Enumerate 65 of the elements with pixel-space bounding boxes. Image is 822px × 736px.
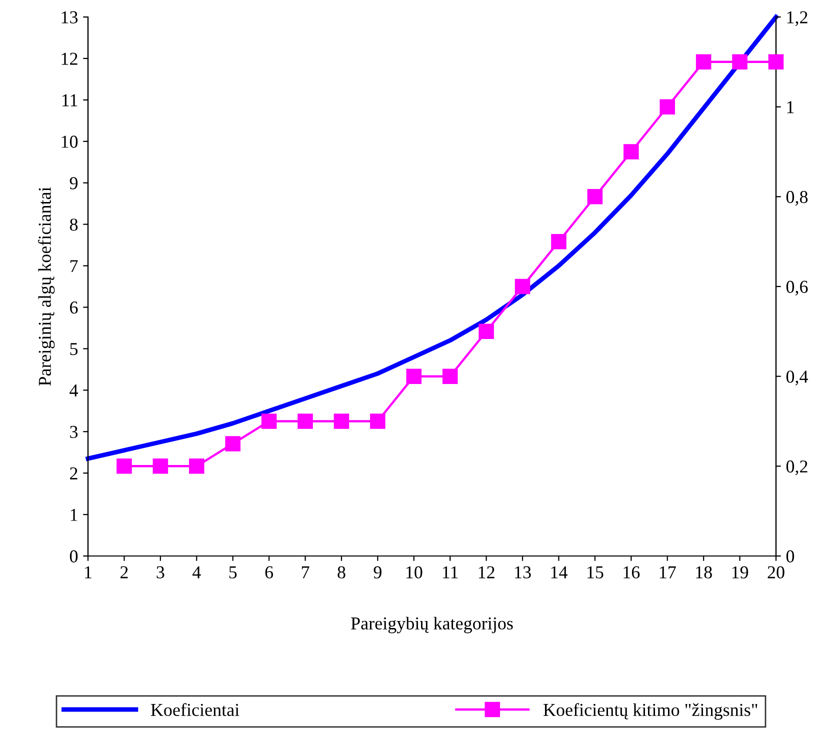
y-tick-label: 0	[70, 550, 78, 562]
x-tick-label: 14	[551, 566, 568, 578]
x-tick-label: 6	[265, 566, 274, 578]
point	[370, 414, 386, 429]
point	[732, 54, 748, 70]
x-tick-label: 19	[732, 566, 748, 578]
y2-tick-label: 0	[786, 550, 794, 562]
x-tick-label: 13	[515, 566, 531, 578]
x-tick-label: 16	[624, 566, 640, 578]
y-tick-label: 6	[70, 302, 78, 314]
point	[225, 436, 240, 452]
y-tick-label: 5	[70, 343, 78, 356]
point	[768, 54, 784, 70]
legend-label: Koeficientų kitimo "žingsnis"	[543, 703, 758, 720]
point	[587, 189, 603, 204]
y2-tick-label: 1	[787, 101, 794, 114]
y2-tick-label: 0,2	[786, 460, 808, 476]
point	[188, 458, 204, 474]
point	[696, 54, 712, 70]
point	[624, 144, 639, 160]
y-tick-label: 7	[70, 260, 78, 272]
x-tick-label: 1	[85, 566, 92, 578]
point	[152, 458, 168, 474]
y2-tick-label: 0,4	[786, 370, 808, 386]
point	[442, 368, 458, 384]
point	[551, 234, 566, 250]
x-tick-label: 10	[406, 566, 422, 578]
point	[334, 414, 350, 429]
y2-tick-label: 1,2	[787, 11, 808, 26]
y-tick-label: 4	[70, 384, 78, 396]
x-axis-title: Pareigybių kategorijos	[351, 616, 513, 634]
x-tick-label: 17	[660, 566, 676, 578]
y-axis-title: Pareiginių algų koeficiantai	[38, 187, 55, 386]
point	[261, 414, 277, 429]
x-tick-label: 9	[374, 566, 382, 578]
y-tick-label: 11	[62, 94, 78, 106]
x-tick-label: 20	[768, 566, 784, 578]
x-tick-label: 11	[443, 566, 458, 578]
line-series	[86, 14, 778, 461]
x-tick-label: 18	[696, 566, 712, 578]
y-tick-label: 10	[62, 136, 78, 148]
point	[406, 368, 422, 384]
y-tick-label: 3	[70, 426, 78, 438]
x-tick-label: 2	[120, 566, 128, 578]
x-tick-label: 7	[302, 566, 310, 578]
y2-tick-label: 0,6	[786, 280, 808, 296]
point	[298, 414, 313, 429]
y2-tick-label: 0,8	[786, 190, 808, 206]
x-tick-label: 8	[338, 566, 346, 578]
point	[514, 278, 530, 294]
x-tick-label: 4	[192, 566, 201, 578]
x-tick-label: 5	[229, 566, 237, 578]
y-tick-label: 8	[70, 218, 78, 231]
y-tick-label: 2	[70, 467, 78, 480]
y-tick-label: 12	[62, 52, 78, 65]
legend-label: Koeficientai	[150, 703, 240, 716]
x-tick-label: 12	[478, 566, 494, 578]
x-tick-label: 15	[588, 566, 604, 578]
point	[116, 458, 132, 474]
y-tick-label: 9	[70, 177, 78, 190]
point	[660, 99, 676, 114]
point	[478, 324, 494, 340]
y-tick-label: 13	[62, 11, 78, 24]
y-tick-label: 1	[70, 508, 78, 521]
x-tick-label: 3	[156, 566, 164, 578]
